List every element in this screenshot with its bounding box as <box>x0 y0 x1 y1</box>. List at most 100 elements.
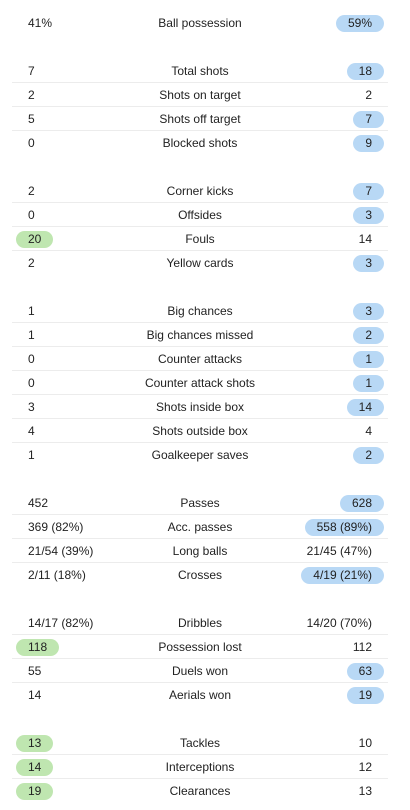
home-value: 41% <box>28 16 53 30</box>
stats-group: Passes 452 628 Acc. passes 369 (82%) 558 (89%… <box>12 491 388 587</box>
stat-row: Big chances missed 1 2 <box>12 323 388 347</box>
home-value: 5 <box>28 112 35 126</box>
stat-row: Passes 452 628 <box>12 491 388 515</box>
away-value: 2 <box>365 88 372 102</box>
stat-label: Long balls <box>172 544 228 558</box>
stat-label: Counter attacks <box>157 352 243 366</box>
away-value: 2 <box>353 447 384 464</box>
stat-row: Goalkeeper saves 1 2 <box>12 443 388 467</box>
home-value: 14/17 (82%) <box>28 616 94 630</box>
stats-group: Corner kicks 2 7 Offsides 0 3 Fouls 20 14 Yellow … <box>12 179 388 275</box>
stats-group: Tackles 13 10 Interceptions 14 12 Clearances 19… <box>12 731 388 803</box>
stat-row: Ball possession 41% 59% <box>12 11 388 35</box>
stat-label: Shots on target <box>159 88 241 102</box>
away-value: 10 <box>358 736 372 750</box>
away-value: 3 <box>353 255 384 272</box>
home-value: 0 <box>28 208 35 222</box>
stat-row: Counter attacks 0 1 <box>12 347 388 371</box>
stat-row: Yellow cards 2 3 <box>12 251 388 275</box>
stat-row: Acc. passes 369 (82%) 558 (89%) <box>12 515 388 539</box>
away-value: 13 <box>358 784 372 798</box>
home-value: 4 <box>28 424 35 438</box>
away-value: 4 <box>365 424 372 438</box>
away-value: 3 <box>353 207 384 224</box>
away-value: 18 <box>346 63 384 80</box>
away-value: 59% <box>335 15 384 32</box>
stat-row: Crosses 2/11 (18%) 4/19 (21%) <box>12 563 388 587</box>
stat-label: Acc. passes <box>167 520 233 534</box>
away-value: 628 <box>339 495 384 512</box>
stat-row: Aerials won 14 19 <box>12 683 388 707</box>
stat-label: Big chances <box>167 304 233 318</box>
stat-row: Fouls 20 14 <box>12 227 388 251</box>
stat-label: Blocked shots <box>162 136 238 150</box>
stat-label: Passes <box>180 496 220 510</box>
stats-group: Ball possession 41% 59% <box>12 11 388 35</box>
home-value: 452 <box>28 496 49 510</box>
home-value: 19 <box>16 783 54 800</box>
home-value: 369 (82%) <box>28 520 84 534</box>
home-value: 21/54 (39%) <box>28 544 94 558</box>
away-value: 3 <box>353 303 384 320</box>
stat-label: Clearances <box>169 784 231 798</box>
away-value: 14/20 (70%) <box>306 616 372 630</box>
stat-label: Shots off target <box>159 112 241 126</box>
stats-group: Dribbles 14/17 (82%) 14/20 (70%) Possession… <box>12 611 388 707</box>
away-value: 19 <box>346 687 384 704</box>
stat-label: Total shots <box>171 64 229 78</box>
away-value: 21/45 (47%) <box>306 544 372 558</box>
home-value: 1 <box>28 448 35 462</box>
away-value: 558 (89%) <box>304 519 384 536</box>
home-value: 2/11 (18%) <box>28 568 86 582</box>
stat-row: Long balls 21/54 (39%) 21/45 (47%) <box>12 539 388 563</box>
home-value: 55 <box>28 664 42 678</box>
stat-row: Interceptions 14 12 <box>12 755 388 779</box>
away-value: 1 <box>353 351 384 368</box>
stat-row: Shots outside box 4 4 <box>12 419 388 443</box>
home-value: 2 <box>28 256 35 270</box>
stat-row: Total shots 7 18 <box>12 59 388 83</box>
stat-label: Yellow cards <box>166 256 234 270</box>
home-value: 2 <box>28 88 35 102</box>
away-value: 4/19 (21%) <box>301 567 384 584</box>
stat-label: Goalkeeper saves <box>151 448 249 462</box>
away-value: 7 <box>353 111 384 128</box>
stat-label: Big chances missed <box>146 328 254 342</box>
home-value: 0 <box>28 136 35 150</box>
stat-label: Ball possession <box>158 16 242 30</box>
stat-row: Clearances 19 13 <box>12 779 388 803</box>
stat-row: Shots on target 2 2 <box>12 83 388 107</box>
stat-label: Tackles <box>179 736 220 750</box>
stat-label: Counter attack shots <box>144 376 256 390</box>
stats-group: Total shots 7 18 Shots on target 2 2 Shots off… <box>12 59 388 155</box>
stat-row: Tackles 13 10 <box>12 731 388 755</box>
stat-row: Blocked shots 0 9 <box>12 131 388 155</box>
stat-row: Dribbles 14/17 (82%) 14/20 (70%) <box>12 611 388 635</box>
home-value: 0 <box>28 352 35 366</box>
home-value: 118 <box>16 639 60 656</box>
home-value: 14 <box>16 759 54 776</box>
stat-label: Duels won <box>171 664 229 678</box>
stat-label: Interceptions <box>165 760 235 774</box>
home-value: 14 <box>28 688 42 702</box>
stat-label: Dribbles <box>177 616 222 630</box>
away-value: 9 <box>353 135 384 152</box>
stat-label: Fouls <box>185 232 215 246</box>
stat-label: Corner kicks <box>166 184 234 198</box>
away-value: 2 <box>353 327 384 344</box>
away-value: 1 <box>353 375 384 392</box>
stat-row: Shots off target 5 7 <box>12 107 388 131</box>
away-value: 63 <box>346 663 384 680</box>
stat-row: Duels won 55 63 <box>12 659 388 683</box>
home-value: 1 <box>28 328 35 342</box>
stat-row: Big chances 1 3 <box>12 299 388 323</box>
away-value: 112 <box>352 640 372 654</box>
away-value: 14 <box>358 232 372 246</box>
stat-label: Possession lost <box>158 640 242 654</box>
stat-label: Offsides <box>178 208 222 222</box>
stats-group: Big chances 1 3 Big chances missed 1 2 Counter… <box>12 299 388 467</box>
home-value: 7 <box>28 64 35 78</box>
stat-label: Shots inside box <box>155 400 245 414</box>
away-value: 12 <box>358 760 372 774</box>
